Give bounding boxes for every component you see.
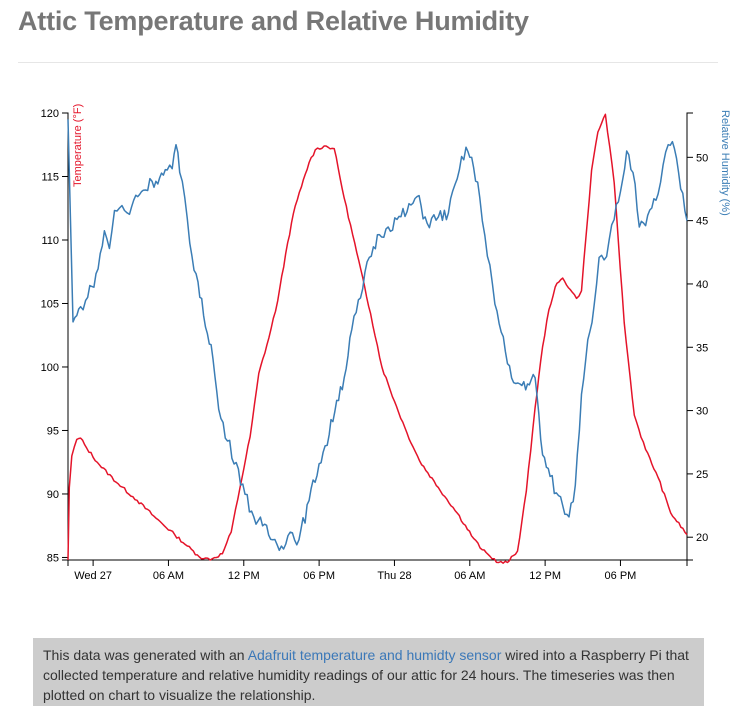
- temperature-line: [67, 113, 688, 564]
- x-tick-label: 06 PM: [605, 570, 637, 582]
- temperature-humidity-chart: 85 90 95 100 105 110 115 120 20 25 30 35 40 45 50 Wed 2…: [41, 104, 731, 582]
- y-left-tick-label: 105: [41, 298, 59, 310]
- y-right-tick-label: 25: [696, 469, 708, 481]
- x-tick-label: 06 AM: [153, 570, 184, 582]
- sensor-link[interactable]: Adafruit temperature and humidty sensor: [247, 647, 502, 663]
- y-axis-right-line: [686, 112, 693, 561]
- y-left-tick-label: 120: [41, 108, 59, 120]
- humidity-axis-title: Relative Humidity (%): [719, 110, 731, 216]
- y-left-tick-label: 90: [47, 489, 59, 501]
- y-left-tick-label: 85: [47, 552, 59, 564]
- x-tick-label: 06 PM: [303, 570, 335, 582]
- description-box: This data was generated with an Adafruit…: [33, 638, 704, 706]
- x-axis-line: [67, 559, 688, 566]
- x-tick-label: 12 PM: [228, 570, 260, 582]
- caption-text-end: wired into a Raspberry Pi that collected…: [43, 647, 689, 703]
- y-right-tick-label: 45: [696, 216, 708, 228]
- y-left-tick-label: 110: [41, 235, 59, 247]
- temperature-axis-title: Temperature (°F): [72, 104, 84, 187]
- chart-series: [67, 113, 688, 564]
- y-right-tick-label: 35: [696, 342, 708, 354]
- title-divider: [18, 62, 718, 63]
- y-axis-left-line: [62, 112, 69, 561]
- y-right-tick-label: 30: [696, 406, 708, 418]
- y-left-tick-label: 95: [47, 425, 59, 437]
- x-tick-label: Wed 27: [74, 570, 112, 582]
- caption-text-start: This data was generated with an: [43, 647, 248, 663]
- humidity-line: [67, 119, 688, 552]
- page-title: Attic Temperature and Relative Humidity: [18, 6, 529, 36]
- y-left-tick-label: 100: [41, 362, 59, 374]
- y-left-tick-label: 115: [41, 171, 59, 183]
- y-right-tick-label: 20: [696, 532, 708, 544]
- x-tick-label: Thu 28: [377, 570, 411, 582]
- x-tick-label: 12 PM: [529, 570, 561, 582]
- y-right-tick-label: 40: [696, 279, 708, 291]
- chart-axes: 85 90 95 100 105 110 115 120 20 25 30 35 40 45 50 Wed 2…: [41, 108, 709, 582]
- x-tick-label: 06 AM: [454, 570, 485, 582]
- y-right-tick-label: 50: [696, 152, 708, 164]
